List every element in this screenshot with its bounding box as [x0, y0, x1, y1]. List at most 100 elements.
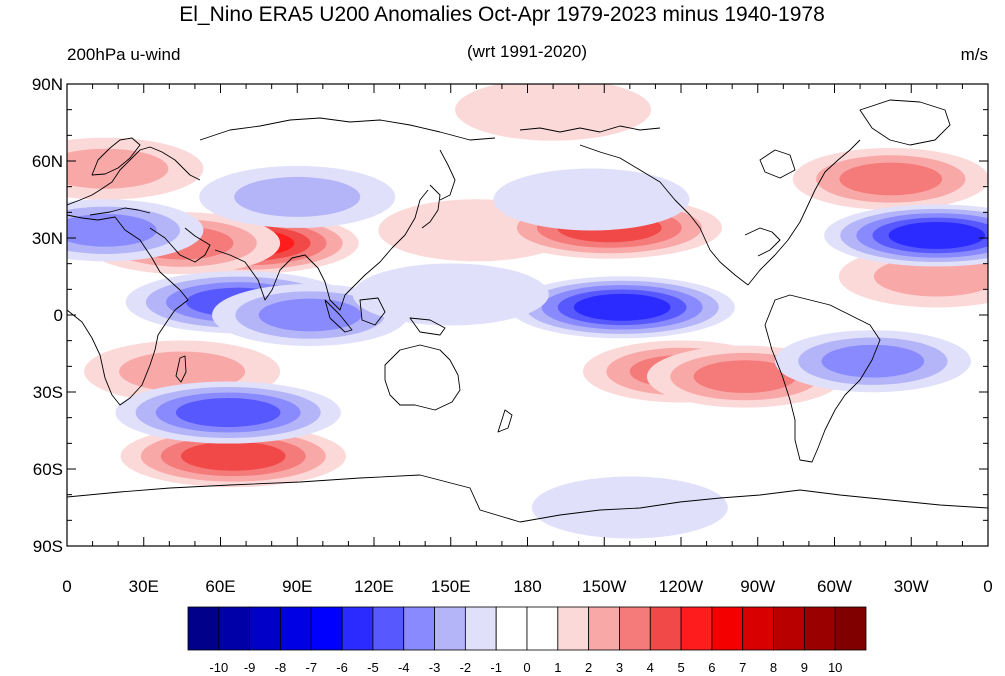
colorbar-label: 6 — [708, 660, 715, 675]
colorbar-swatch — [249, 606, 281, 651]
colorbar-label: -8 — [275, 660, 287, 675]
latitude-axis: 90N 60N 30N 0 30S 60S 90S — [32, 75, 988, 556]
coastlines — [67, 99, 988, 523]
coastline-africa — [67, 214, 189, 406]
colorbar-swatch — [834, 606, 867, 651]
lon-tick-label: 60E — [205, 577, 235, 596]
colorbar-swatch — [403, 606, 435, 651]
colorbar-label: 8 — [770, 660, 777, 675]
colorbar-swatch — [310, 606, 343, 651]
contour-level — [67, 213, 157, 247]
contour-level — [234, 176, 361, 217]
minor-ticks — [67, 84, 988, 546]
coastline-europe — [67, 146, 201, 206]
coastline-se-asia — [304, 189, 429, 311]
colorbar-label: -4 — [398, 660, 410, 675]
coastline-alaska — [519, 125, 661, 133]
lon-tick-label: 60W — [817, 577, 852, 596]
contour-level — [531, 476, 728, 539]
contour-level — [352, 263, 549, 326]
coastline-scandinavia — [91, 137, 141, 176]
anomaly-center-7 — [120, 425, 346, 488]
colorbar-label: -9 — [244, 660, 256, 675]
lat-tick-label: 30N — [32, 229, 63, 248]
colorbar-label: 7 — [739, 660, 746, 675]
coastline-greenland — [859, 99, 951, 146]
longitude-axis: 0 30E 60E 90E 120E 150E 180 150W 120W 90W 60W 30W 0 — [62, 84, 993, 596]
figure-title: El_Nino ERA5 U200 Anomalies Oct-Apr 1979… — [179, 3, 825, 26]
coastline-north-america-east — [747, 139, 861, 286]
units-label: m/s — [961, 45, 988, 64]
lat-tick-label: 90S — [33, 537, 63, 556]
variable-label: 200hPa u-wind — [67, 45, 180, 64]
contour-level — [493, 168, 690, 231]
anomaly-center-14 — [509, 276, 735, 339]
colorbar-swatch — [187, 606, 220, 651]
colorbar-label: -3 — [429, 660, 441, 675]
colorbar-label: -2 — [460, 660, 472, 675]
coastline-arabia — [149, 227, 211, 263]
coastline-south-america — [764, 294, 881, 463]
coastline-hudson-bay — [759, 149, 796, 179]
contour-level — [693, 360, 797, 393]
colorbar-label: -10 — [209, 660, 228, 675]
lat-tick-label: 60S — [33, 460, 63, 479]
anomaly-contours — [67, 84, 988, 539]
contour-level — [180, 441, 286, 471]
coastline-australia — [384, 344, 461, 411]
anomaly-center-2 — [67, 137, 204, 200]
coastline-sumatra — [324, 299, 353, 333]
anomaly-center-18 — [67, 199, 204, 262]
coastline-japan — [421, 184, 441, 229]
lon-tick-label: 180 — [513, 577, 541, 596]
colorbar-label: 0 — [523, 660, 530, 675]
colorbar-label: 9 — [801, 660, 808, 675]
lat-tick-label: 30S — [33, 383, 63, 402]
colorbar-swatch — [341, 606, 374, 651]
colorbar-swatch — [619, 606, 651, 651]
anomaly-center-21 — [531, 476, 728, 539]
colorbar-label: -6 — [336, 660, 348, 675]
coastline-india — [214, 249, 306, 301]
lon-tick-label: 0 — [62, 577, 71, 596]
anomaly-center-15 — [774, 330, 971, 393]
lon-tick-label: 120W — [659, 577, 703, 596]
colorbar-label: 2 — [585, 660, 592, 675]
colorbar: -10 -9 -8 -7 -6 -5 -4 -3 -2 -1 0 1 2 3 4 5 6 7 8 9 10 — [187, 606, 867, 675]
coastline-borneo — [359, 297, 386, 326]
colorbar-swatch — [526, 606, 559, 651]
coastline-gulf-mexico — [744, 227, 781, 257]
colorbar-label: 1 — [554, 660, 561, 675]
lat-tick-label: 0 — [54, 306, 63, 325]
colorbar-swatch — [742, 606, 774, 651]
contour-level — [873, 256, 988, 297]
contour-level — [175, 398, 281, 428]
colorbar-swatch — [773, 606, 805, 651]
colorbar-label: -1 — [490, 660, 502, 675]
colorbar-swatch — [680, 606, 713, 651]
colorbar-label: 10 — [828, 660, 842, 675]
colorbar-swatch — [495, 606, 528, 651]
lon-tick-label: 90E — [282, 577, 312, 596]
colorbar-label: 4 — [647, 660, 654, 675]
anomaly-center-22 — [493, 168, 690, 231]
contour-level — [821, 344, 925, 378]
coastline-antarctica — [67, 474, 988, 523]
colorbar-label: -7 — [305, 660, 317, 675]
lat-tick-label: 60N — [32, 152, 63, 171]
anomaly-center-17 — [199, 165, 396, 228]
lon-tick-label: 150W — [582, 577, 626, 596]
contour-level — [573, 293, 671, 321]
colorbar-swatch — [434, 606, 466, 651]
coastline-north-america-west — [579, 144, 749, 286]
colorbar-swatch — [372, 606, 405, 651]
lon-tick-label: 0 — [983, 577, 992, 596]
lon-tick-label: 150E — [431, 577, 471, 596]
reference-period-label: (wrt 1991-2020) — [467, 42, 587, 61]
contour-level — [67, 148, 169, 189]
contour-level — [888, 222, 986, 249]
anomaly-center-16 — [115, 381, 341, 444]
coastline-med-sea — [89, 207, 151, 216]
anomaly-center-20 — [352, 263, 549, 326]
